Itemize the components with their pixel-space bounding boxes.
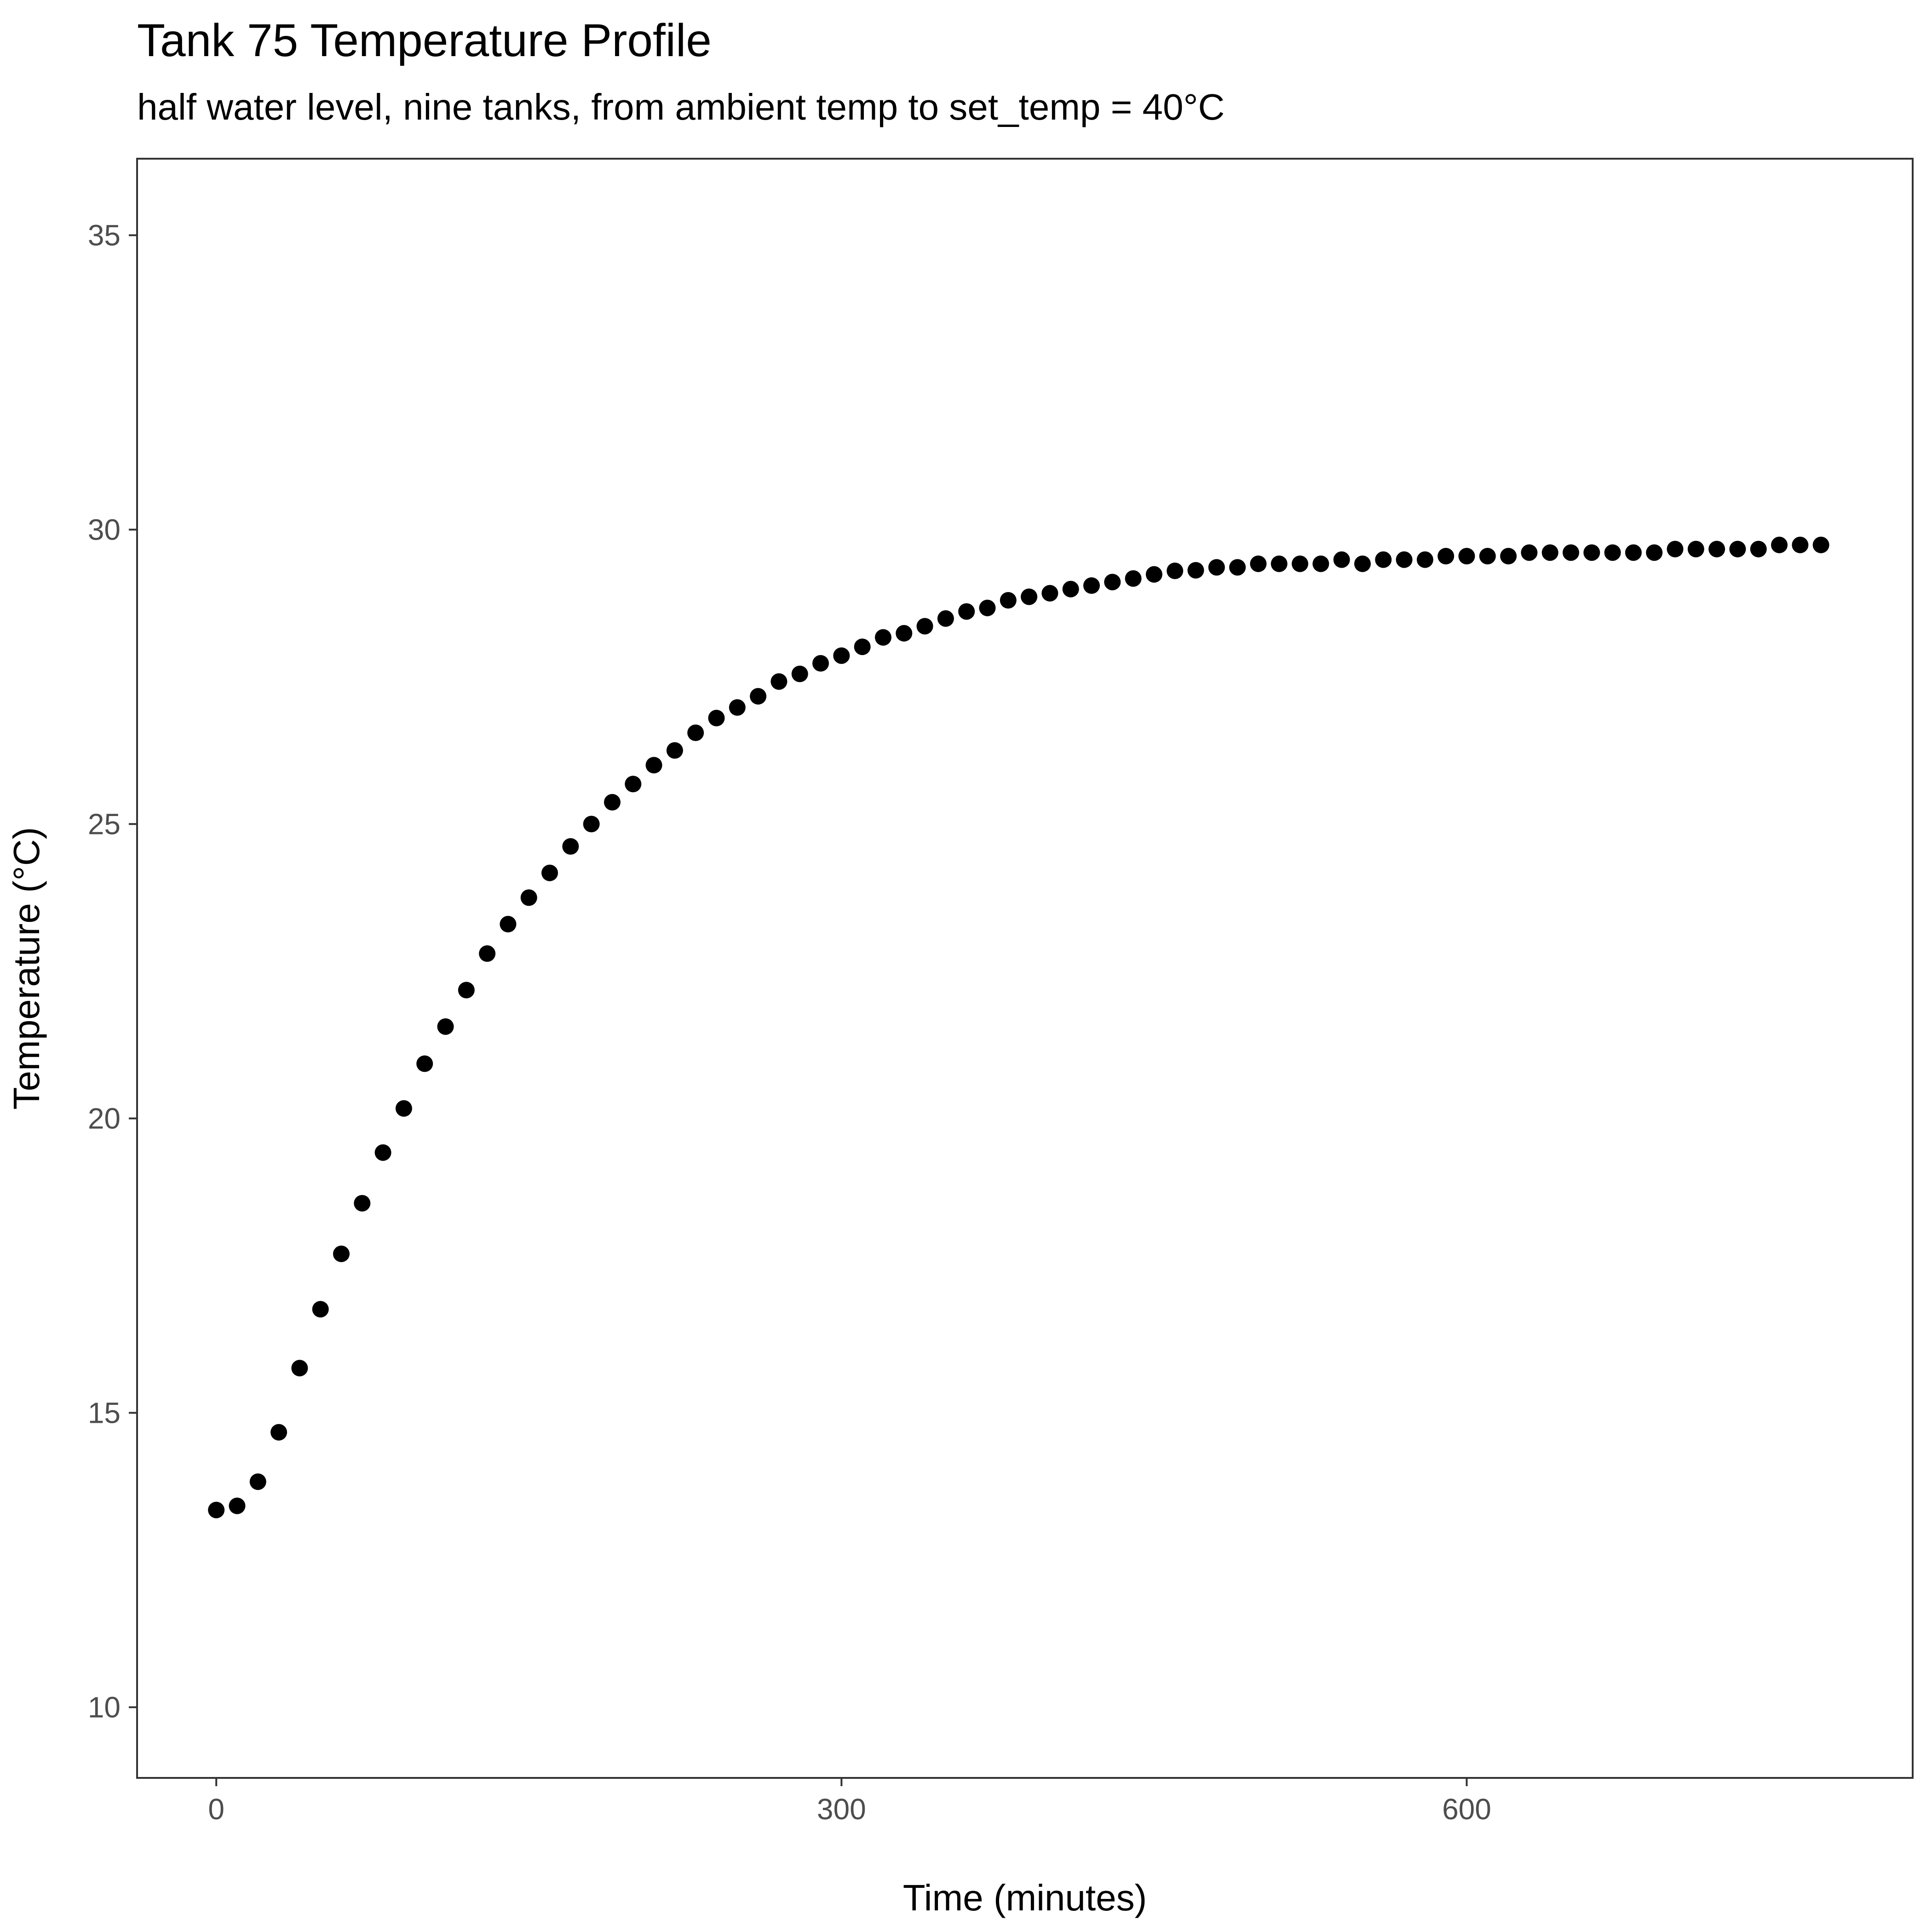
data-point [312,1301,329,1318]
chart-subtitle: half water level, nine tanks, from ambie… [137,86,1225,127]
data-point [562,838,579,855]
data-point [666,742,683,759]
data-point [1250,555,1267,572]
y-tick-label: 35 [88,218,121,252]
data-point [354,1195,371,1212]
data-point [416,1055,433,1072]
plot-panel [136,158,1914,1779]
data-point [270,1424,288,1441]
data-point [1396,551,1413,568]
data-point [520,889,537,906]
y-tick-label: 15 [88,1396,121,1429]
data-point [791,666,808,682]
y-axis: 10 15 20 25 30 35 [88,218,137,1724]
data-point [1708,540,1725,558]
data-point [1750,540,1767,558]
data-point [1729,540,1746,558]
data-point [729,699,746,716]
data-point [500,916,517,932]
data-points [208,536,1829,1518]
y-tick-label: 30 [88,513,121,546]
x-tick-label: 300 [817,1793,866,1826]
data-point [1479,548,1496,564]
y-tick-label: 25 [88,807,121,840]
data-point [1208,559,1225,576]
data-point [750,688,767,705]
y-axis-title: Temperature (°C) [6,827,47,1110]
data-point [896,625,913,642]
x-axis-title: Time (minutes) [903,1877,1147,1918]
data-point [1021,588,1038,605]
data-point [833,647,850,664]
data-point [1000,592,1017,609]
data-point [1292,555,1309,572]
data-point [1125,570,1142,587]
data-point [1167,563,1184,579]
x-tick-label: 600 [1442,1793,1491,1826]
data-point [395,1100,412,1117]
data-point [458,982,475,999]
data-point [1062,581,1079,598]
data-point [916,618,933,635]
data-point [1541,544,1558,561]
data-point [874,629,891,646]
data-point [1604,544,1621,561]
y-tick-label: 10 [88,1690,121,1724]
data-point [687,724,704,741]
data-point [1375,551,1392,568]
data-point [479,945,496,962]
data-point [1458,548,1475,564]
data-point [1812,536,1829,553]
data-point [249,1473,266,1490]
data-point [854,638,871,656]
data-point [1229,559,1246,576]
data-point [1187,562,1204,579]
data-point [1145,566,1162,583]
x-axis: 0 300 600 [208,1778,1491,1826]
data-point [1083,577,1100,594]
data-point [1333,551,1350,568]
data-point [333,1245,350,1262]
data-point [1438,548,1455,564]
data-point [1521,544,1538,561]
data-point [208,1501,225,1518]
data-point [1667,540,1684,558]
data-point [625,776,642,793]
data-point [1687,540,1704,558]
data-point [604,794,621,811]
x-tick-label: 0 [208,1793,224,1826]
data-point [1354,555,1371,572]
data-point [1792,536,1809,553]
data-point [1416,551,1433,568]
data-point [1771,536,1788,553]
data-point [979,599,996,616]
data-point [1312,555,1329,572]
data-point [583,816,600,833]
data-point [1562,544,1579,561]
data-point [937,610,954,627]
data-point [1625,544,1642,561]
data-point [708,710,725,726]
data-point [812,655,829,672]
data-point [1271,555,1288,572]
data-point [770,673,788,690]
data-point [1646,544,1663,561]
chart-title: Tank 75 Temperature Profile [137,15,712,66]
data-point [437,1018,454,1035]
data-point [1041,585,1058,602]
data-point [1583,544,1600,561]
data-point [1104,574,1121,591]
data-point [541,864,558,881]
data-point [645,757,662,774]
data-point [374,1144,391,1161]
y-tick-label: 20 [88,1102,121,1135]
data-point [1500,548,1517,564]
data-point [291,1360,308,1377]
data-point [229,1497,246,1514]
data-point [958,603,975,620]
